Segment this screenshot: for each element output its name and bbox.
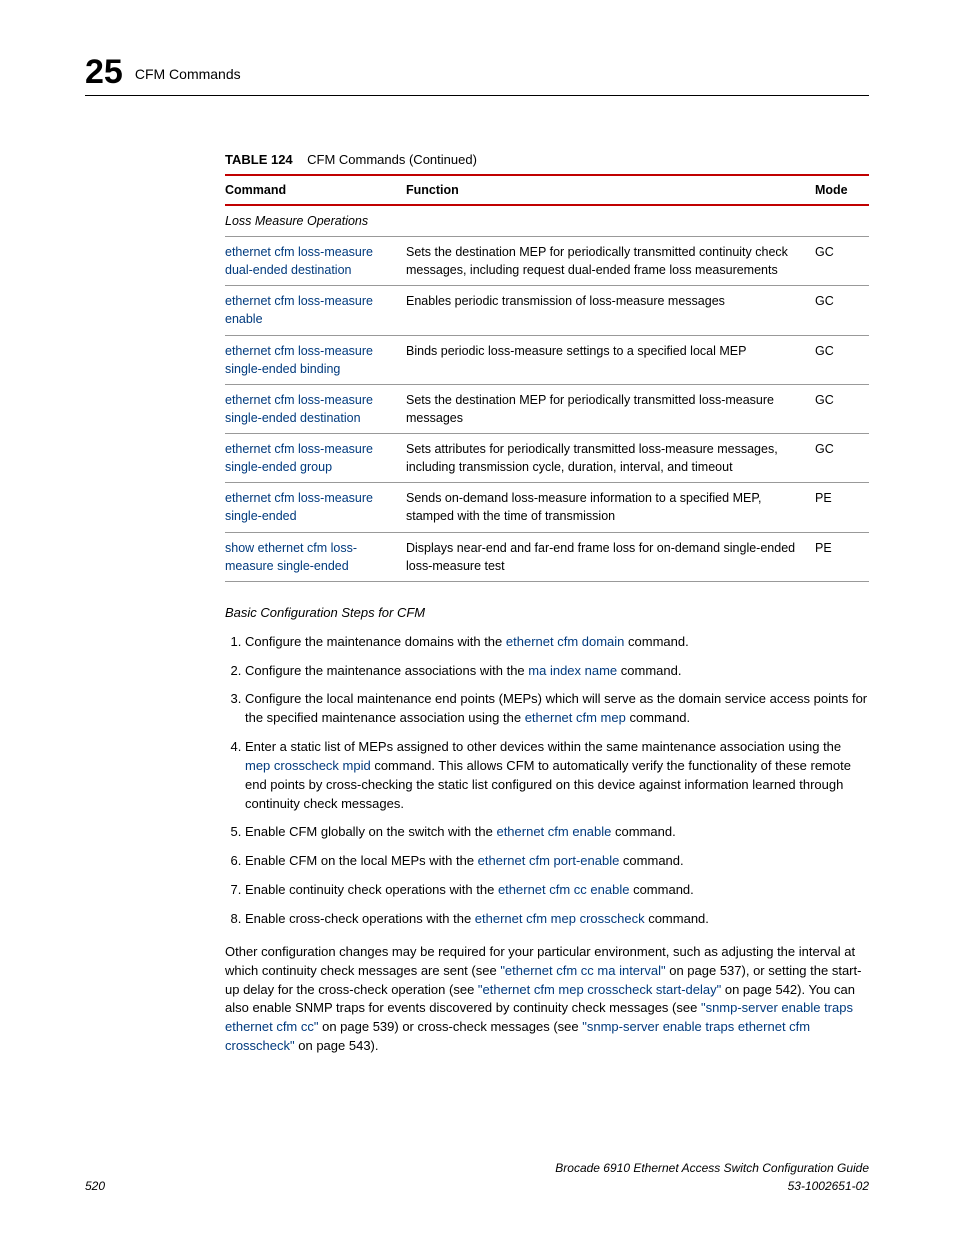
book-title: Brocade 6910 Ethernet Access Switch Conf… <box>555 1161 869 1175</box>
page-header: 25 CFM Commands <box>85 55 869 96</box>
mode-cell: GC <box>815 286 869 335</box>
table-row: ethernet cfm loss-measure single-ended S… <box>225 483 869 532</box>
table-row: ethernet cfm loss-measure single-ended g… <box>225 434 869 483</box>
table-row: ethernet cfm loss-measure dual-ended des… <box>225 237 869 286</box>
footer-text: Brocade 6910 Ethernet Access Switch Conf… <box>555 1160 869 1195</box>
inline-link[interactable]: ethernet cfm domain <box>506 634 625 649</box>
list-item: Enable continuity check operations with … <box>245 881 869 900</box>
col-command: Command <box>225 175 406 205</box>
config-steps-list: Configure the maintenance domains with t… <box>225 633 869 929</box>
table-row: ethernet cfm loss-measure single-ended d… <box>225 384 869 433</box>
page: 25 CFM Commands TABLE 124 CFM Commands (… <box>0 0 954 1235</box>
col-mode: Mode <box>815 175 869 205</box>
content-area: TABLE 124 CFM Commands (Continued) Comma… <box>225 151 869 1056</box>
page-number: 520 <box>85 1178 105 1195</box>
list-item: Enable CFM on the local MEPs with the et… <box>245 852 869 871</box>
command-link[interactable]: ethernet cfm loss-measure dual-ended des… <box>225 245 373 277</box>
table-section-heading: Loss Measure Operations <box>225 205 869 237</box>
command-link[interactable]: show ethernet cfm loss-measure single-en… <box>225 541 357 573</box>
commands-table: Command Function Mode Loss Measure Opera… <box>225 174 869 582</box>
col-function: Function <box>406 175 815 205</box>
function-cell: Binds periodic loss-measure settings to … <box>406 335 815 384</box>
table-caption: TABLE 124 CFM Commands (Continued) <box>225 151 869 170</box>
list-item: Enter a static list of MEPs assigned to … <box>245 738 869 813</box>
table-row: ethernet cfm loss-measure enable Enables… <box>225 286 869 335</box>
inline-link[interactable]: ethernet cfm mep crosscheck <box>475 911 645 926</box>
page-footer: 520 Brocade 6910 Ethernet Access Switch … <box>85 1160 869 1195</box>
inline-link[interactable]: ethernet cfm port-enable <box>478 853 620 868</box>
inline-link[interactable]: ethernet cfm cc enable <box>498 882 630 897</box>
table-row: show ethernet cfm loss-measure single-en… <box>225 532 869 581</box>
function-cell: Sets the destination MEP for periodicall… <box>406 384 815 433</box>
command-link[interactable]: ethernet cfm loss-measure single-ended b… <box>225 344 373 376</box>
table-label: TABLE 124 <box>225 152 293 167</box>
mode-cell: PE <box>815 483 869 532</box>
inline-link[interactable]: ethernet cfm mep <box>525 710 626 725</box>
function-cell: Enables periodic transmission of loss-me… <box>406 286 815 335</box>
function-cell: Sets the destination MEP for periodicall… <box>406 237 815 286</box>
list-item: Configure the local maintenance end poin… <box>245 690 869 728</box>
command-link[interactable]: ethernet cfm loss-measure single-ended g… <box>225 442 373 474</box>
command-link[interactable]: ethernet cfm loss-measure single-ended <box>225 491 373 523</box>
inline-link[interactable]: ethernet cfm enable <box>496 824 611 839</box>
function-cell: Sends on-demand loss-measure information… <box>406 483 815 532</box>
list-item: Enable CFM globally on the switch with t… <box>245 823 869 842</box>
closing-paragraph: Other configuration changes may be requi… <box>225 943 869 1056</box>
mode-cell: GC <box>815 384 869 433</box>
function-cell: Displays near-end and far-end frame loss… <box>406 532 815 581</box>
inline-link[interactable]: "ethernet cfm mep crosscheck start-delay… <box>478 982 721 997</box>
mode-cell: GC <box>815 434 869 483</box>
command-link[interactable]: ethernet cfm loss-measure single-ended d… <box>225 393 373 425</box>
config-steps-heading: Basic Configuration Steps for CFM <box>225 604 869 623</box>
doc-number: 53-1002651-02 <box>788 1179 869 1193</box>
chapter-number: 25 <box>85 55 123 89</box>
list-item: Enable cross-check operations with the e… <box>245 910 869 929</box>
mode-cell: PE <box>815 532 869 581</box>
table-caption-text: CFM Commands (Continued) <box>307 152 477 167</box>
inline-link[interactable]: mep crosscheck mpid <box>245 758 371 773</box>
inline-link[interactable]: ma index name <box>528 663 617 678</box>
list-item: Configure the maintenance domains with t… <box>245 633 869 652</box>
list-item: Configure the maintenance associations w… <box>245 662 869 681</box>
chapter-title: CFM Commands <box>135 64 241 84</box>
mode-cell: GC <box>815 237 869 286</box>
table-row: ethernet cfm loss-measure single-ended b… <box>225 335 869 384</box>
inline-link[interactable]: "ethernet cfm cc ma interval" <box>500 963 665 978</box>
mode-cell: GC <box>815 335 869 384</box>
function-cell: Sets attributes for periodically transmi… <box>406 434 815 483</box>
command-link[interactable]: ethernet cfm loss-measure enable <box>225 294 373 326</box>
